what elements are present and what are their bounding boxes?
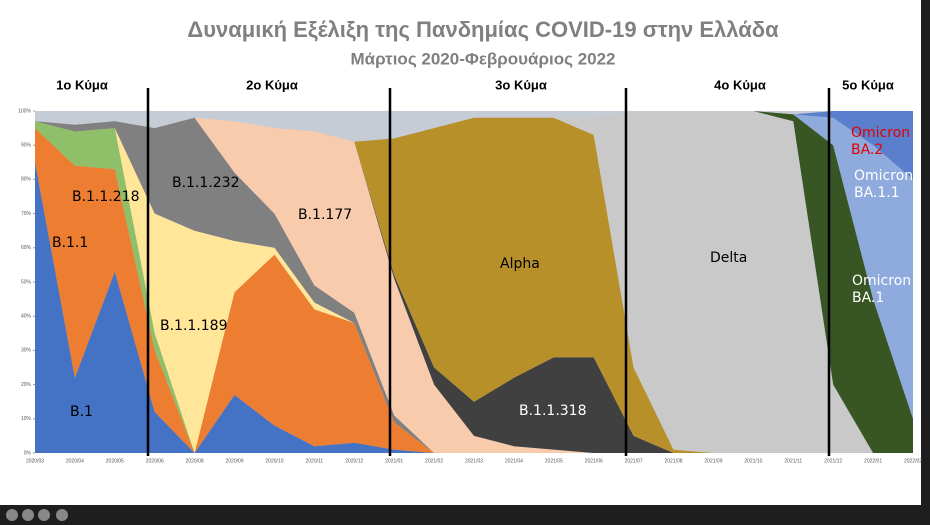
series-label: B.1 [70, 404, 93, 420]
y-tick-label: 50% [21, 279, 32, 285]
y-tick-label: 100% [18, 108, 31, 114]
viewer-edge [921, 0, 930, 525]
area [35, 121, 913, 454]
area [35, 128, 913, 453]
series-label: B.1.1.232 [172, 175, 240, 191]
x-tick-label: 2021/08 [665, 458, 683, 464]
prev-button[interactable] [6, 509, 18, 521]
series-label: Alpha [500, 256, 540, 272]
y-tick-label: 30% [21, 348, 32, 354]
x-tick-label: 2022/02 [904, 458, 922, 464]
x-tick-label: 2021/12 [824, 458, 842, 464]
x-tick-label: 2021/09 [704, 458, 722, 464]
x-tick-label: 2021/02 [425, 458, 443, 464]
x-tick-label: 2021/06 [585, 458, 603, 464]
x-tick-label: 2020/08 [186, 458, 204, 464]
menu-button[interactable] [38, 509, 50, 521]
x-tick-label: 2021/10 [744, 458, 762, 464]
y-tick-label: 90% [21, 143, 32, 149]
x-tick-label: 2021/03 [465, 458, 483, 464]
area [35, 162, 913, 454]
x-tick-label: 2021/01 [385, 458, 403, 464]
x-tick-label: 2021/07 [625, 458, 643, 464]
y-tick-label: 40% [21, 314, 32, 320]
series-label: Omicron BA.1 [852, 273, 912, 306]
x-tick-label: 2022/01 [864, 458, 882, 464]
x-tick-label: 2020/06 [146, 458, 164, 464]
wave-label: 2ο Κύμα [246, 77, 298, 92]
y-tick-label: 60% [21, 245, 32, 251]
series-label: B.1.1.218 [72, 189, 140, 205]
series-label: B.1.1 [52, 235, 89, 251]
y-tick-label: 70% [21, 211, 32, 217]
x-tick-label: 2021/05 [545, 458, 563, 464]
series-label: Omicron BA.2 [851, 125, 911, 158]
y-tick-label: 20% [21, 382, 32, 388]
x-tick-label: 2021/04 [505, 458, 523, 464]
x-tick-label: 2020/10 [265, 458, 283, 464]
series-label: Delta [710, 250, 748, 266]
x-tick-label: 2020/12 [345, 458, 363, 464]
series-label: B.1.1.318 [519, 403, 587, 419]
area [35, 111, 913, 453]
series-label: B.1.177 [298, 207, 353, 223]
wave-label: 1ο Κύμα [56, 77, 108, 92]
y-tick-label: 0% [24, 450, 32, 456]
x-tick-label: 2020/04 [66, 458, 84, 464]
x-tick-label: 2020/03 [26, 458, 44, 464]
wave-label: 3ο Κύμα [495, 77, 547, 92]
viewer-toolbar [0, 505, 930, 525]
x-tick-label: 2021/11 [784, 458, 802, 464]
area [35, 111, 913, 453]
x-tick-label: 2020/05 [106, 458, 124, 464]
chart-subtitle: Μάρτιος 2020-Φεβρουάριος 2022 [350, 49, 615, 68]
y-tick-label: 10% [21, 416, 32, 422]
pen-button[interactable] [22, 509, 34, 521]
chart-title: Δυναμική Εξέλιξη της Πανδημίας COVID-19 … [187, 17, 779, 42]
series-label: B.1.1.189 [160, 318, 228, 334]
area [35, 117, 913, 454]
area [35, 117, 913, 454]
y-tick-label: 80% [21, 177, 32, 183]
wave-label: 5ο Κύμα [842, 77, 894, 92]
x-tick-label: 2020/09 [226, 458, 244, 464]
next-button[interactable] [56, 509, 68, 521]
series-label: Omicron BA.1.1 [854, 168, 914, 201]
wave-dividers [146, 88, 831, 456]
x-tick-label: 2020/11 [306, 458, 324, 464]
wave-label: 4ο Κύμα [714, 77, 766, 92]
